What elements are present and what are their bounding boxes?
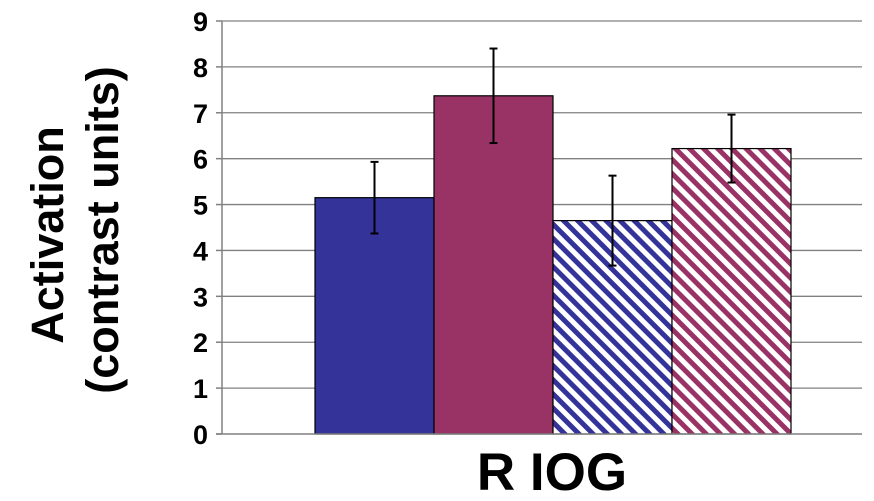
y-axis-tick-labels: 0 1 2 3 4 5 6 7 8 9 [193, 7, 222, 450]
y-tick-label: 7 [193, 99, 208, 129]
y-tick-label: 2 [193, 328, 208, 358]
bar-4 [671, 147, 792, 435]
bar-2 [433, 95, 554, 435]
error-bar-1 [370, 160, 379, 235]
y-axis-title-line2: (contrast units) [77, 66, 128, 394]
error-bar-4 [727, 113, 736, 184]
y-tick-label: 9 [193, 7, 208, 37]
y-tick-label: 5 [193, 191, 208, 221]
y-tick-label: 1 [193, 374, 208, 404]
y-tick-label: 3 [193, 282, 208, 312]
x-axis-category-label: R IOG [477, 443, 627, 501]
y-tick-label: 8 [193, 53, 208, 83]
error-bars [370, 47, 736, 267]
y-axis-title: Activation (contrast units) [22, 66, 128, 394]
bars [314, 95, 792, 435]
y-tick-label: 6 [193, 145, 208, 175]
y-axis-title-line1: Activation [22, 126, 73, 344]
error-bar-3 [608, 174, 617, 267]
y-tick-label: 4 [193, 236, 208, 266]
error-bar-2 [489, 47, 498, 145]
y-tick-label: 0 [193, 420, 208, 450]
